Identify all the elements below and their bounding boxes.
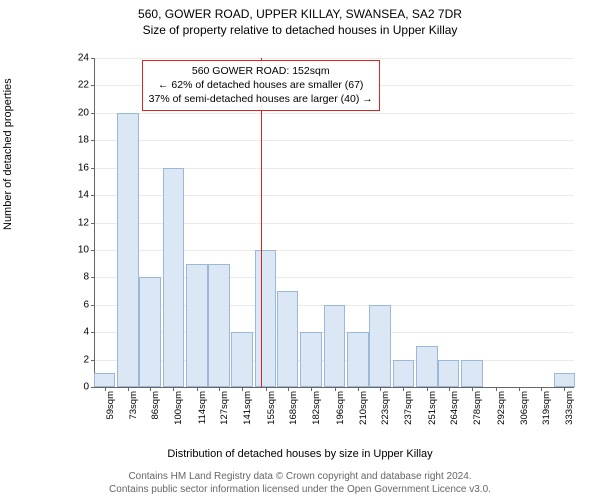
histogram-bar: [231, 332, 253, 387]
histogram-bar: [139, 277, 161, 387]
y-tick-mark: [91, 360, 95, 361]
attribution-line2: Contains public sector information licen…: [0, 484, 600, 497]
callout-line1: 560 GOWER ROAD: 152sqm: [149, 64, 373, 78]
histogram-bar: [461, 360, 483, 387]
attribution-line1: Contains HM Land Registry data © Crown c…: [0, 471, 600, 484]
callout-box: 560 GOWER ROAD: 152sqm← 62% of detached …: [142, 60, 380, 111]
x-tick-label: 73sqm: [128, 391, 139, 420]
x-tick-label: 86sqm: [150, 391, 161, 420]
y-tick-mark: [91, 168, 95, 169]
attribution: Contains HM Land Registry data © Crown c…: [0, 471, 600, 496]
y-tick-label: 8: [83, 272, 89, 283]
x-tick-label: 292sqm: [496, 391, 507, 425]
plot-region: 02468101214161820222459sqm73sqm86sqm100s…: [94, 58, 574, 388]
x-tick-label: 223sqm: [380, 391, 391, 425]
gridline: [95, 113, 574, 114]
histogram-bar: [347, 332, 369, 387]
y-tick-mark: [91, 305, 95, 306]
x-tick-label: 155sqm: [266, 391, 277, 425]
x-tick-label: 264sqm: [449, 391, 460, 425]
histogram-bar: [438, 360, 460, 387]
x-tick-label: 251sqm: [427, 391, 438, 425]
x-tick-label: 319sqm: [541, 391, 552, 425]
histogram-bar: [186, 264, 208, 387]
y-tick-label: 0: [83, 382, 89, 393]
y-tick-mark: [91, 85, 95, 86]
x-tick-label: 278sqm: [472, 391, 483, 425]
y-tick-label: 2: [83, 354, 89, 365]
histogram-bar: [416, 346, 438, 387]
y-tick-label: 22: [78, 80, 89, 91]
y-tick-mark: [91, 195, 95, 196]
x-tick-label: 182sqm: [311, 391, 322, 425]
y-tick-label: 14: [78, 190, 89, 201]
gridline: [95, 140, 574, 141]
x-tick-label: 196sqm: [335, 391, 346, 425]
histogram-bar: [393, 360, 415, 387]
histogram-bar: [94, 373, 116, 387]
x-tick-label: 114sqm: [197, 391, 208, 424]
gridline: [95, 58, 574, 59]
chart-area: 02468101214161820222459sqm73sqm86sqm100s…: [36, 50, 576, 430]
histogram-bar: [208, 264, 230, 387]
x-tick-label: 306sqm: [519, 391, 530, 425]
y-tick-mark: [91, 223, 95, 224]
histogram-bar: [554, 373, 576, 387]
y-tick-label: 20: [78, 107, 89, 118]
x-tick-label: 168sqm: [288, 391, 299, 425]
y-tick-mark: [91, 113, 95, 114]
x-tick-label: 210sqm: [358, 391, 369, 425]
y-tick-mark: [91, 332, 95, 333]
x-axis-label: Distribution of detached houses by size …: [0, 448, 600, 460]
y-tick-mark: [91, 250, 95, 251]
histogram-bar: [117, 113, 139, 387]
histogram-bar: [277, 291, 299, 387]
histogram-bar: [163, 168, 185, 387]
y-tick-label: 18: [78, 135, 89, 146]
title-subtitle: Size of property relative to detached ho…: [0, 22, 600, 38]
histogram-bar: [255, 250, 277, 387]
x-tick-label: 237sqm: [403, 391, 414, 425]
callout-line3: 37% of semi-detached houses are larger (…: [149, 92, 373, 106]
y-tick-mark: [91, 277, 95, 278]
histogram-bar: [369, 305, 391, 387]
y-tick-label: 24: [78, 53, 89, 64]
y-tick-label: 10: [78, 244, 89, 255]
title-address: 560, GOWER ROAD, UPPER KILLAY, SWANSEA, …: [0, 6, 600, 22]
x-tick-label: 127sqm: [219, 391, 230, 425]
y-tick-mark: [91, 140, 95, 141]
x-tick-label: 141sqm: [242, 391, 253, 425]
x-tick-label: 59sqm: [105, 391, 116, 420]
histogram-bar: [300, 332, 322, 387]
y-tick-mark: [91, 387, 95, 388]
y-tick-label: 16: [78, 162, 89, 173]
y-tick-label: 4: [83, 327, 89, 338]
x-tick-label: 333sqm: [564, 391, 575, 425]
y-axis-label: Number of detached properties: [2, 78, 14, 230]
histogram-bar: [324, 305, 346, 387]
y-tick-mark: [91, 58, 95, 59]
callout-line2: ← 62% of detached houses are smaller (67…: [149, 78, 373, 92]
chart-title: 560, GOWER ROAD, UPPER KILLAY, SWANSEA, …: [0, 0, 600, 38]
x-tick-label: 100sqm: [173, 391, 184, 425]
y-tick-label: 6: [83, 299, 89, 310]
y-tick-label: 12: [78, 217, 89, 228]
